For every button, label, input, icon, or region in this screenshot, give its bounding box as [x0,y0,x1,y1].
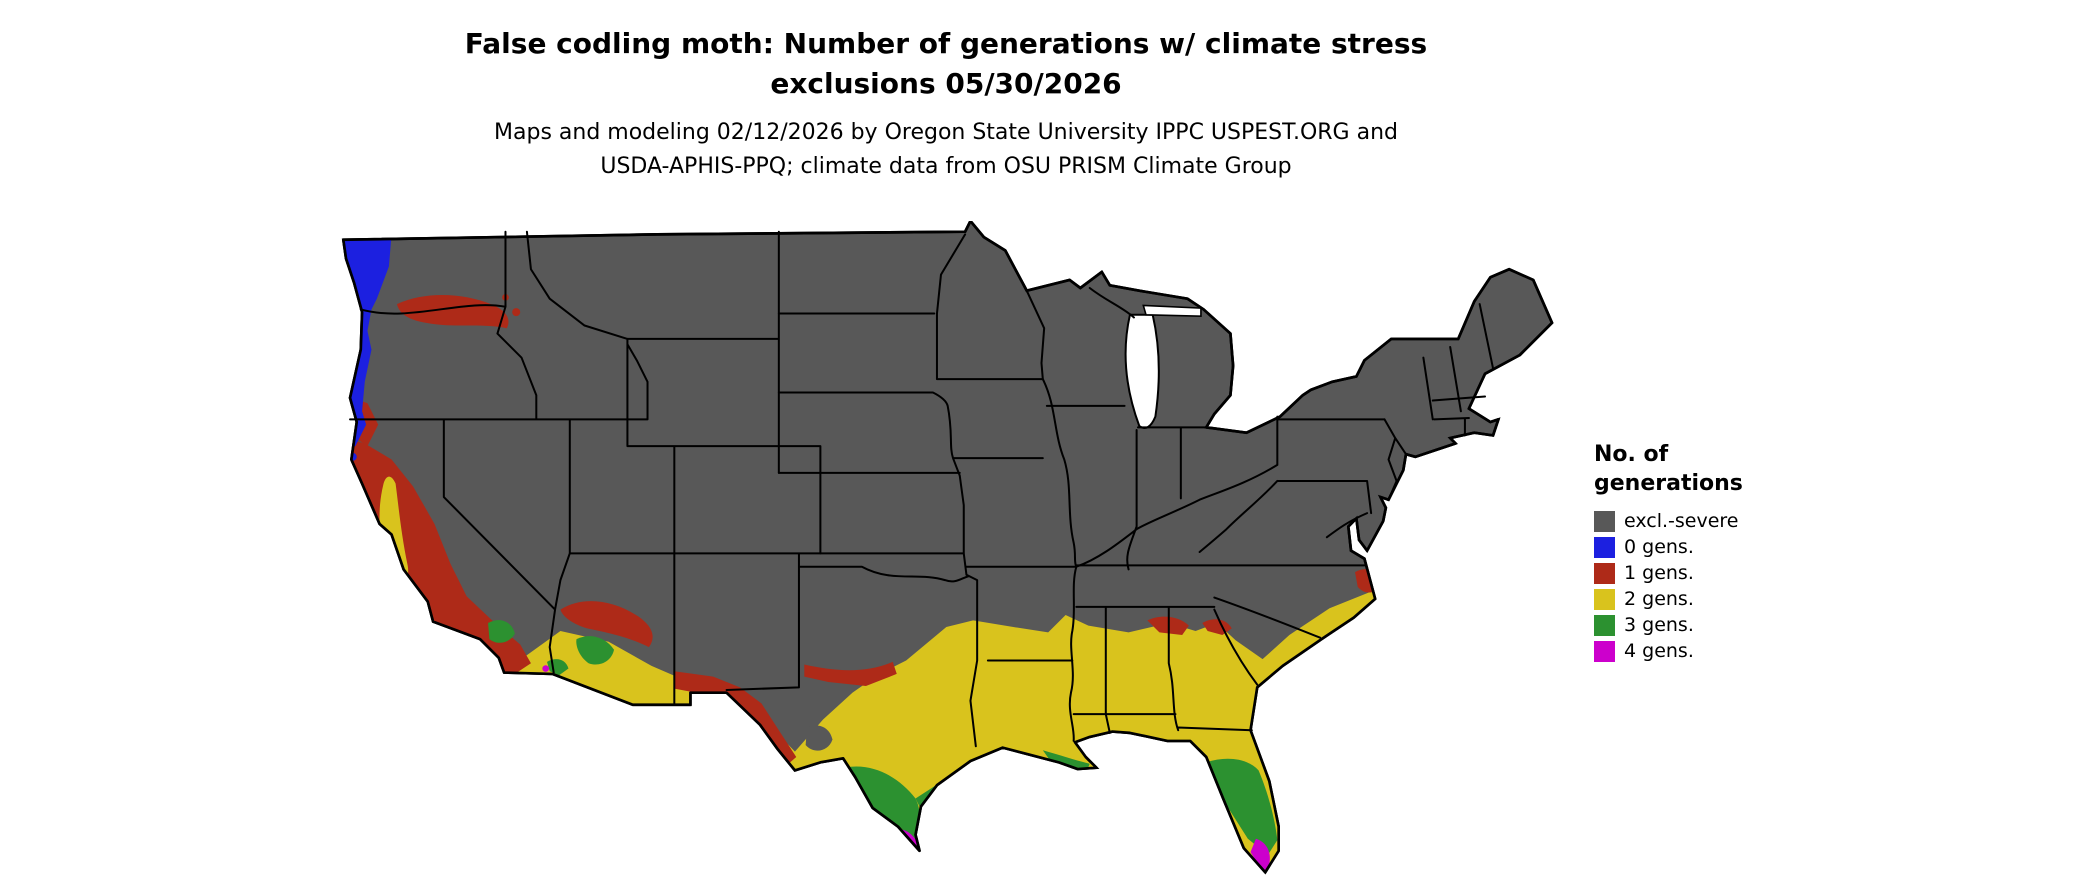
mackinac-strait [1142,304,1202,317]
legend-swatch-3-gens [1594,614,1615,636]
legend-title-line1: No. of [1594,442,1669,467]
legend-label-excl-severe: excl.-severe [1624,510,1739,532]
legend-label-3-gens: 3 gens. [1624,614,1694,636]
us-map-svg [341,221,1554,884]
great-lakes [1124,304,1202,429]
legend-rows: excl.-severe 0 gens. 1 gens. 2 gens. 3 g… [1594,508,1743,664]
region-3-gens-florida [1206,758,1278,855]
legend-item-0-gens: 0 gens. [1594,534,1743,560]
legend-label-4-gens: 4 gens. [1624,640,1694,662]
region-4-gens-keys3 [1211,874,1216,879]
state-borders-south [965,564,1366,734]
legend-swatch-4-gens [1594,640,1615,662]
legend-swatch-1-gens [1594,562,1615,584]
legend-item-1-gens: 1 gens. [1594,560,1743,586]
legend-label-2-gens: 2 gens. [1624,588,1694,610]
legend: No. of generations excl.-severe 0 gens. … [1594,440,1743,664]
legend-swatch-2-gens [1594,588,1615,610]
figure-title-line2: exclusions 05/30/2026 [770,67,1122,100]
figure-subtitle: Maps and modeling 02/12/2026 by Oregon S… [0,116,1892,184]
legend-swatch-excl-severe [1594,510,1615,532]
state-borders-west [349,230,822,706]
region-1-gen-west-texas-fringe [804,661,897,686]
figure-subtitle-line2: USDA-APHIS-PPQ; climate data from OSU PR… [600,154,1292,179]
figure-subtitle-line1: Maps and modeling 02/12/2026 by Oregon S… [494,120,1398,145]
legend-item-4-gens: 4 gens. [1594,638,1743,664]
legend-title: No. of generations [1594,440,1743,498]
region-4-gens-yuma [542,665,550,672]
us-outline [341,221,1554,874]
region-4-gens-keys2 [1236,879,1241,884]
figure-header: False codling moth: Number of generation… [0,24,1892,184]
state-borders-midwest [1025,286,1279,742]
region-4-gens-keys1 [1222,876,1227,881]
legend-item-excl-severe: excl.-severe [1594,508,1743,534]
lake-michigan [1124,313,1160,429]
legend-item-3-gens: 3 gens. [1594,612,1743,638]
region-4-gens-florida-tip [1250,838,1270,873]
region-1-gen-columbia-basin [396,295,509,329]
region-3-gens-socal [488,620,515,643]
region-3-gens-south-texas [844,766,923,849]
state-borders-plains [673,233,1044,748]
region-excluded-davis-mountains [805,725,833,751]
us-generations-map [335,221,1555,891]
region-1-gen-arizona-highlands [560,601,653,648]
region-3-gens-arizona1 [576,636,615,665]
legend-label-1-gens: 1 gens. [1624,562,1694,584]
legend-swatch-0-gens [1594,536,1615,558]
state-borders-new-england [1422,303,1495,437]
region-3-gens-louisiana-coast [1042,750,1090,771]
state-borders [349,230,1495,748]
legend-title-line2: generations [1594,471,1743,496]
figure-title-line1: False codling moth: Number of generation… [464,27,1428,60]
region-1-gen-idaho-spot [512,308,521,317]
legend-item-2-gens: 2 gens. [1594,586,1743,612]
legend-label-0-gens: 0 gens. [1624,536,1694,558]
state-borders-east [1198,418,1407,553]
